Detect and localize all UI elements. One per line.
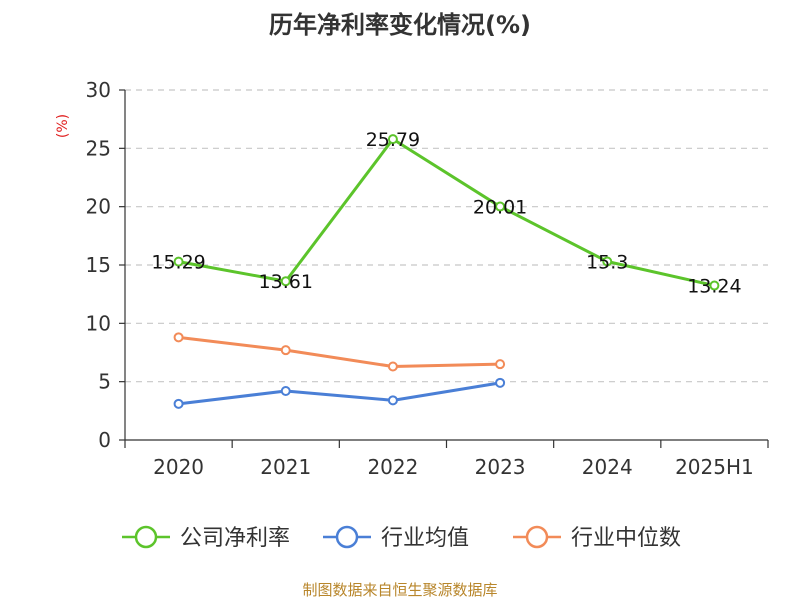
- y-tick-label: 15: [86, 253, 111, 277]
- data-point: [280, 345, 291, 356]
- source-note: 制图数据来自恒生聚源数据库: [302, 581, 497, 599]
- series-line-2: [178, 335, 501, 368]
- data-point: [709, 280, 720, 291]
- series-line-0: [178, 137, 715, 287]
- legend-marker: [525, 525, 549, 549]
- legend-marker: [335, 525, 359, 549]
- x-tick-label: 2022: [367, 455, 418, 479]
- data-label: 15.29: [151, 252, 205, 274]
- chart-title: 历年净利率变化情况(%): [269, 11, 531, 39]
- axes: 0 5 10 15 20 25 30 2020 2021 2022 2023 2024 2025H1: [86, 78, 769, 479]
- y-tick-label: 0: [98, 428, 111, 452]
- y-tick-label: 20: [86, 195, 111, 219]
- legend-label: 公司净利率: [180, 526, 290, 551]
- data-point: [280, 386, 291, 396]
- legend-label: 行业均值: [381, 526, 469, 551]
- series-line-1: [178, 381, 501, 406]
- data-label: 13.61: [259, 271, 313, 293]
- grid-lines: [125, 89, 768, 383]
- data-point: [495, 359, 506, 370]
- x-tick-label: 2020: [153, 455, 204, 479]
- data-point: [495, 201, 506, 212]
- y-tick-label: 5: [98, 370, 111, 394]
- y-tick-label: 10: [86, 311, 111, 335]
- legend: 公司净利率 行业均值 行业中位数: [122, 525, 681, 551]
- x-tick-label: 2024: [582, 455, 633, 479]
- y-tick-label: 25: [86, 136, 111, 160]
- data-point: [387, 361, 398, 372]
- y-tick-label: 30: [86, 78, 111, 102]
- data-label: 13.24: [687, 276, 741, 298]
- y-axis-unit-label: (%): [55, 114, 71, 138]
- data-point: [495, 377, 506, 388]
- data-point: [173, 256, 184, 267]
- data-point: [387, 134, 398, 145]
- series-lines: [173, 134, 720, 409]
- x-tick-label: 2025H1: [675, 455, 754, 479]
- data-label: 15.3: [586, 252, 628, 274]
- legend-label: 行业中位数: [571, 526, 681, 551]
- data-label: 20.01: [473, 197, 527, 219]
- data-point: [280, 276, 291, 287]
- data-point: [602, 256, 613, 267]
- x-tick-label: 2023: [475, 455, 526, 479]
- data-label: 25.79: [366, 129, 420, 151]
- legend-marker: [134, 525, 158, 549]
- data-point: [173, 398, 184, 409]
- data-point: [173, 332, 184, 343]
- data-point: [387, 395, 398, 406]
- x-tick-label: 2021: [260, 455, 311, 479]
- data-labels: 15.29 13.61 25.79 20.01 15.3 13.24: [151, 129, 741, 297]
